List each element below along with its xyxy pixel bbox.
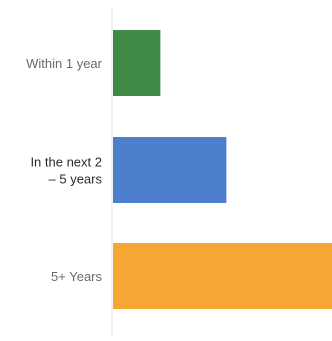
- bar-2: [113, 137, 227, 203]
- category-label-2-line-2: – 5 years: [49, 172, 103, 187]
- bar-3: [113, 243, 332, 309]
- category-label-2: In the next 2 – 5 years: [30, 155, 102, 187]
- bar-1: [113, 30, 161, 96]
- category-label-1: Within 1 year: [26, 56, 103, 71]
- bars-group: [113, 30, 332, 309]
- category-label-2-line-1: In the next 2: [30, 155, 102, 170]
- category-labels-group: Within 1 year In the next 2 – 5 years 5+ Ye…: [26, 56, 103, 284]
- category-label-3: 5+ Years: [51, 269, 102, 284]
- category-label-3-line-1: 5+ Years: [51, 269, 102, 284]
- category-label-1-line-1: Within 1 year: [26, 56, 103, 71]
